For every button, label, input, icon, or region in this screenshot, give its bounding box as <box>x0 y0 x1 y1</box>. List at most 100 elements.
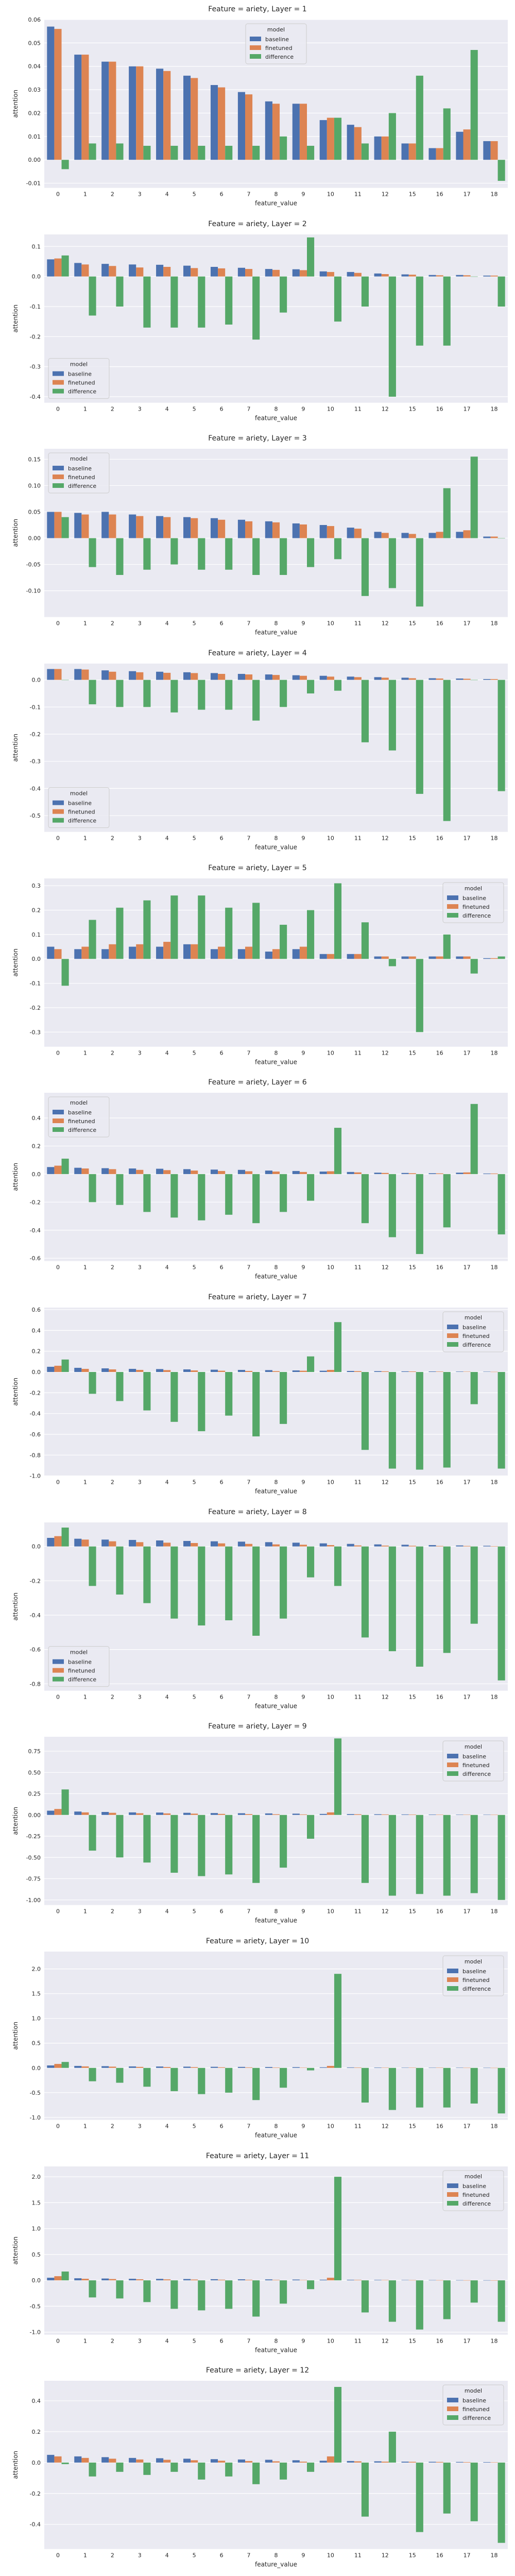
bar-finetuned <box>163 266 171 277</box>
bar-finetuned <box>272 104 280 160</box>
y-tick-label: 1.5 <box>32 1991 41 1997</box>
chart-title: Feature = ariety, Layer = 7 <box>208 1293 306 1301</box>
bar-finetuned <box>299 524 307 538</box>
y-tick-label: 0.0 <box>32 2065 41 2072</box>
x-tick-label: 7 <box>247 835 251 842</box>
legend-swatch-difference <box>53 818 64 823</box>
bar-difference <box>89 143 96 160</box>
x-tick-label: 1 <box>83 835 87 842</box>
bar-difference <box>334 538 342 560</box>
x-tick-label: 3 <box>138 1049 142 1056</box>
legend: model baseline finetuned difference <box>442 882 504 923</box>
bar-baseline <box>210 1170 218 1175</box>
bar-baseline <box>74 669 82 680</box>
x-tick-label: 3 <box>138 1479 142 1486</box>
bar-finetuned <box>436 956 443 959</box>
x-tick-label: 5 <box>193 1908 196 1915</box>
y-tick-label: 0.05 <box>28 509 41 516</box>
x-tick-label: 18 <box>491 1049 498 1056</box>
x-tick-label: 16 <box>436 1264 443 1271</box>
bar-baseline <box>292 104 300 160</box>
bar-baseline <box>210 2279 218 2280</box>
x-tick-label: 2 <box>111 2337 114 2344</box>
x-tick-label: 1 <box>83 1479 87 1486</box>
bar-finetuned <box>490 536 498 538</box>
x-tick-label: 17 <box>464 835 471 842</box>
x-tick-label: 9 <box>301 835 305 842</box>
chart-title: Feature = ariety, Layer = 4 <box>208 649 307 657</box>
plot-area <box>44 2381 508 2549</box>
bar-baseline <box>237 1369 246 1372</box>
legend-label: finetuned <box>265 45 293 52</box>
bar-finetuned <box>109 1169 116 1175</box>
x-tick-label: 16 <box>436 2552 443 2559</box>
bar-baseline <box>347 1172 354 1175</box>
bar-finetuned <box>408 2462 416 2463</box>
x-tick-label: 18 <box>491 191 498 198</box>
bar-baseline <box>183 1169 191 1175</box>
bar-finetuned <box>81 946 89 959</box>
bar-baseline <box>47 2455 55 2463</box>
bar-finetuned <box>163 71 171 160</box>
x-tick-label: 4 <box>165 835 169 842</box>
x-tick-label: 10 <box>327 1908 334 1915</box>
y-tick-label: 0.03 <box>28 87 41 93</box>
bar-baseline <box>129 946 136 959</box>
chart-svg: -0.010.000.010.020.030.040.050.060 1 2 3 4 5 6… <box>12 5 508 207</box>
bar-difference <box>497 956 505 959</box>
bar-baseline <box>183 1540 191 1547</box>
bar-baseline <box>319 1814 327 1816</box>
y-axis-label: attention <box>12 519 19 547</box>
bar-finetuned <box>54 2276 62 2280</box>
x-tick-label: 2 <box>111 2123 114 2130</box>
x-tick-label: 4 <box>165 191 169 198</box>
x-tick-label: 6 <box>220 1264 224 1271</box>
bar-baseline <box>401 274 409 277</box>
y-tick-label: -1.0 <box>30 2114 41 2121</box>
x-tick-label: 10 <box>327 1479 334 1486</box>
bar-baseline <box>347 2067 354 2068</box>
x-tick-label: 4 <box>165 2123 169 2130</box>
bar-finetuned <box>163 1170 171 1175</box>
bar-difference <box>198 1174 205 1221</box>
bar-baseline <box>401 2067 409 2068</box>
y-tick-label: 0.05 <box>28 40 41 46</box>
x-tick-label: 18 <box>491 2337 498 2344</box>
bar-finetuned <box>381 2067 389 2068</box>
legend-label: finetuned <box>462 2192 490 2198</box>
bar-difference <box>225 2280 233 2309</box>
x-tick-label: 3 <box>138 1908 142 1915</box>
bar-difference <box>388 538 396 588</box>
legend-label: difference <box>68 388 96 395</box>
bar-finetuned <box>54 1809 62 1816</box>
bar-baseline <box>374 136 382 160</box>
bar-finetuned <box>218 946 226 959</box>
bar-finetuned <box>218 2461 226 2463</box>
x-tick-label: 3 <box>138 1264 142 1271</box>
bar-difference <box>143 1546 151 1603</box>
y-tick-label: 0.6 <box>32 1307 41 1313</box>
x-tick-label: 2 <box>111 1479 114 1486</box>
bar-baseline <box>183 2066 191 2068</box>
bar-finetuned <box>490 275 498 277</box>
legend-title: model <box>465 1958 482 1965</box>
y-tick-label: 0.0 <box>32 956 41 962</box>
x-tick-label: 12 <box>382 405 389 412</box>
x-tick-label: 3 <box>138 2337 142 2344</box>
bar-difference <box>306 2067 315 2071</box>
legend-label: difference <box>462 2200 491 2207</box>
bar-difference <box>361 680 369 742</box>
bar-baseline <box>292 948 300 959</box>
bar-difference <box>388 2280 396 2322</box>
bar-finetuned <box>136 1813 144 1816</box>
bar-finetuned <box>408 678 416 680</box>
bar-baseline <box>129 671 136 680</box>
bar-finetuned <box>81 1368 89 1372</box>
bar-baseline <box>129 2278 136 2280</box>
x-tick-label: 4 <box>165 1479 169 1486</box>
legend-label: finetuned <box>462 1762 490 1769</box>
legend-swatch-finetuned <box>53 809 64 814</box>
bar-difference <box>170 145 178 160</box>
bar-baseline <box>265 2460 272 2463</box>
bar-baseline <box>483 141 491 160</box>
